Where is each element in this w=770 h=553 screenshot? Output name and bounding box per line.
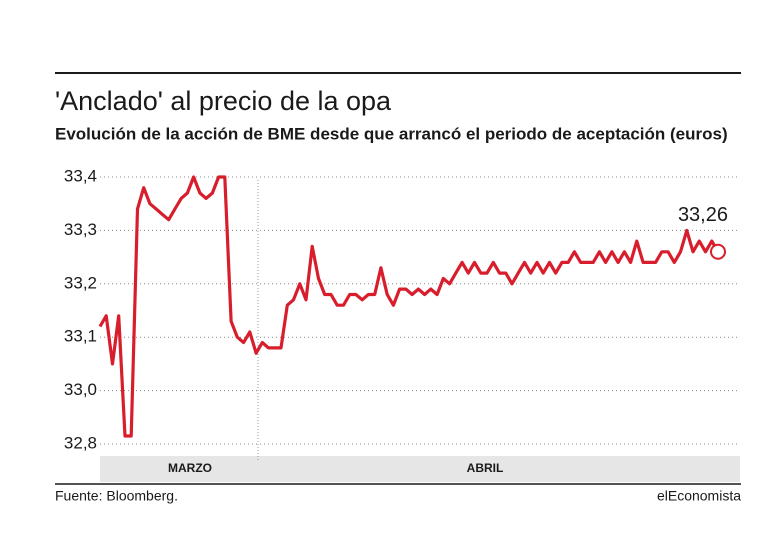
x-axis-band xyxy=(100,456,740,482)
value-label: 33,26 xyxy=(678,204,728,226)
last-point xyxy=(710,243,726,260)
y-tick-label: 33,3 xyxy=(64,220,97,239)
brand: elEconomista xyxy=(657,488,741,504)
y-tick-label: 33,4 xyxy=(64,166,97,185)
price-line xyxy=(98,175,720,438)
chart-subtitle: Evolución de la acción de BME desde que … xyxy=(55,124,728,143)
y-tick-label: 32,8 xyxy=(64,433,97,452)
x-tick-label: ABRIL xyxy=(467,461,504,475)
y-tick-label: 33,0 xyxy=(64,380,97,399)
chart-title: 'Anclado' al precio de la opa xyxy=(55,86,392,116)
y-tick-label: 33,2 xyxy=(64,273,97,292)
source: Fuente: Bloomberg. xyxy=(55,488,178,504)
x-tick-label: MARZO xyxy=(168,461,212,475)
y-tick-label: 33,1 xyxy=(64,327,97,346)
